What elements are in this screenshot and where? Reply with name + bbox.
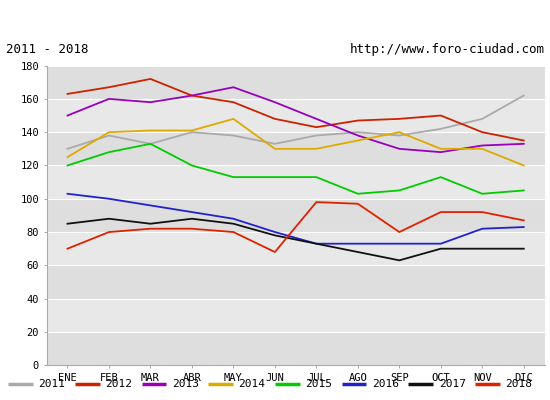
Bar <box>47 332 544 365</box>
Text: 2018: 2018 <box>505 378 532 389</box>
Text: 2012: 2012 <box>105 378 132 389</box>
Bar <box>47 265 544 299</box>
Bar <box>47 299 544 332</box>
Text: 2016: 2016 <box>372 378 399 389</box>
Bar <box>47 166 544 199</box>
Text: Evolucion del paro registrado en Les Coves de Vinromà: Evolucion del paro registrado en Les Cov… <box>83 11 467 26</box>
Bar <box>47 99 544 132</box>
Text: 2011: 2011 <box>39 378 65 389</box>
Text: 2015: 2015 <box>305 378 332 389</box>
Bar <box>47 132 544 166</box>
Bar <box>47 66 544 99</box>
Text: http://www.foro-ciudad.com: http://www.foro-ciudad.com <box>349 43 544 56</box>
Text: 2011 - 2018: 2011 - 2018 <box>6 43 88 56</box>
Text: 2013: 2013 <box>172 378 199 389</box>
Text: 2017: 2017 <box>439 378 466 389</box>
Bar <box>47 199 544 232</box>
Bar <box>47 232 544 265</box>
Text: 2014: 2014 <box>239 378 266 389</box>
